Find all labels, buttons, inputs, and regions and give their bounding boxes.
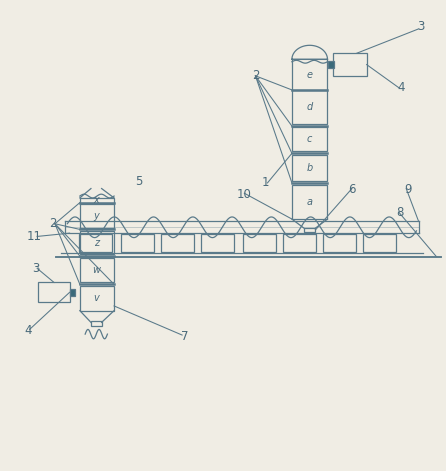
Text: c: c xyxy=(307,134,312,145)
Text: e: e xyxy=(307,70,313,80)
Bar xyxy=(243,234,277,252)
Bar xyxy=(70,289,75,296)
Bar xyxy=(333,53,367,76)
Bar xyxy=(80,286,114,311)
Bar xyxy=(121,234,154,252)
Bar xyxy=(161,234,194,252)
Text: z: z xyxy=(94,237,99,248)
Bar xyxy=(78,234,112,252)
Text: 9: 9 xyxy=(404,183,411,196)
Bar xyxy=(304,227,315,232)
Bar xyxy=(80,258,114,283)
Bar xyxy=(328,61,334,68)
Bar xyxy=(91,321,102,326)
Text: 11: 11 xyxy=(27,230,41,243)
Bar xyxy=(292,128,327,152)
Text: d: d xyxy=(306,102,313,112)
Text: 2: 2 xyxy=(252,69,260,82)
Bar xyxy=(292,90,327,124)
Text: x: x xyxy=(93,195,99,205)
Bar xyxy=(80,204,114,227)
Bar xyxy=(292,155,327,181)
Text: b: b xyxy=(306,163,313,173)
Text: 6: 6 xyxy=(348,183,356,196)
Text: 4: 4 xyxy=(25,324,32,337)
Text: 10: 10 xyxy=(237,188,252,201)
Text: 2: 2 xyxy=(50,217,57,230)
Bar xyxy=(292,185,327,219)
Text: 3: 3 xyxy=(417,20,425,33)
Text: 1: 1 xyxy=(261,177,269,189)
Text: 7: 7 xyxy=(182,330,189,343)
Bar xyxy=(201,234,234,252)
Text: 3: 3 xyxy=(33,262,40,275)
Bar xyxy=(38,283,70,302)
Bar xyxy=(283,234,316,252)
Text: w: w xyxy=(92,265,100,275)
Text: y: y xyxy=(93,211,99,221)
Text: 5: 5 xyxy=(135,175,142,188)
Bar xyxy=(80,198,114,203)
Bar xyxy=(323,234,356,252)
Bar xyxy=(363,234,396,252)
Text: a: a xyxy=(307,197,313,207)
Text: v: v xyxy=(93,293,99,303)
Text: 4: 4 xyxy=(397,81,405,94)
Bar xyxy=(80,231,114,254)
Text: 8: 8 xyxy=(396,206,404,219)
